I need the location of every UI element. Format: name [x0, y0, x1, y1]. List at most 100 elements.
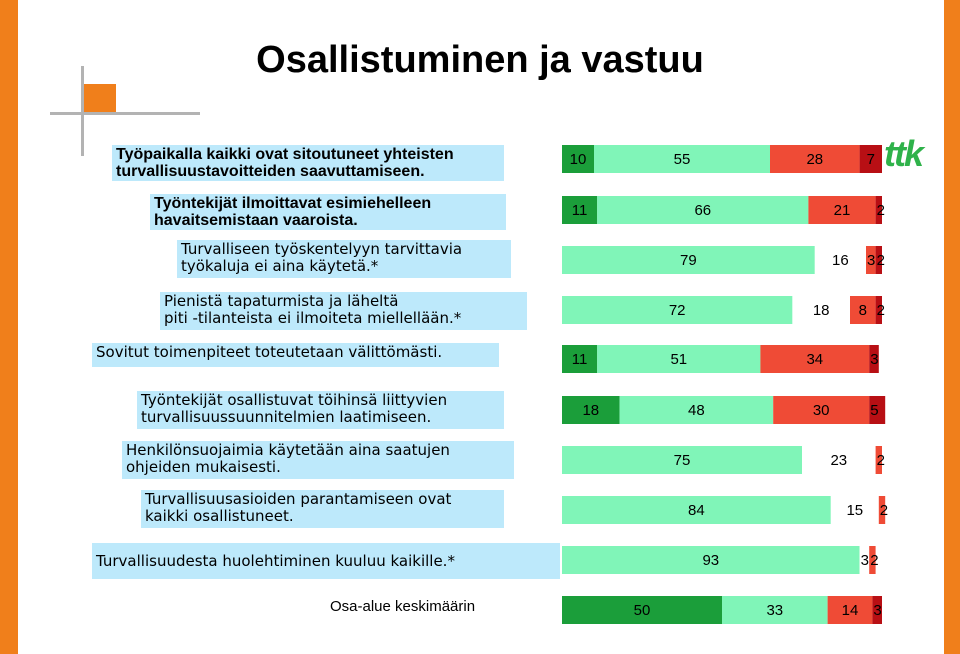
- category-label-7: Henkilönsuojaimia käytetään aina saatuje…: [122, 441, 514, 479]
- bar-segment-10-1: [562, 596, 722, 624]
- data-label-5-1: 11: [572, 351, 588, 368]
- bar-segment-4-4: [875, 296, 882, 324]
- bar-segment-5-2: [597, 345, 761, 373]
- bar-segment-1-3: [770, 145, 860, 173]
- bar-segment-9-1: [562, 546, 860, 574]
- data-label-7-3: 2: [877, 452, 885, 469]
- bar-segment-3-1: [562, 246, 815, 274]
- category-label-average: Osa-alue keskimäärin: [330, 598, 476, 615]
- bar-segment-3-2: [814, 246, 866, 274]
- data-label-6-2: 48: [688, 402, 705, 419]
- bar-segment-7-1: [562, 446, 802, 474]
- data-label-7-2: 23: [830, 452, 847, 469]
- bar-segment-4-1: [562, 296, 793, 324]
- bar-segment-8-1: [562, 496, 831, 524]
- data-label-1-1: 10: [570, 151, 587, 168]
- bar-row-1: 10 55 28 7: [562, 145, 882, 173]
- category-label-6: Työntekijät osallistuvat töihinsä liitty…: [137, 391, 504, 429]
- bar-segment-1-1: [562, 145, 594, 173]
- category-label-2: Työntekijät ilmoittavat esimiehelleen ha…: [150, 194, 506, 230]
- data-label-4-1: 72: [669, 302, 686, 319]
- decorative-orange-square: [84, 84, 116, 114]
- data-label-6-4: 5: [870, 402, 878, 419]
- bar-segment-6-2: [619, 396, 774, 424]
- data-label-5-3: 34: [806, 351, 823, 368]
- bar-row-9: 93 3 2: [562, 546, 879, 574]
- bar-segment-9-3: [869, 546, 876, 574]
- bar-segment-5-3: [760, 345, 870, 373]
- data-label-8-3: 2: [880, 502, 888, 519]
- bar-row-6: 18 48 30 5: [562, 396, 886, 424]
- bar-segment-5-1: [562, 345, 598, 373]
- bar-segment-4-3: [850, 296, 876, 324]
- data-label-4-2: 18: [813, 302, 830, 319]
- bar-row-8: 84 15 2: [562, 496, 888, 524]
- ttk-logo: ttk: [884, 136, 924, 172]
- bar-row-5: 11 51 34 3: [562, 345, 879, 373]
- bar-row-2: 11 66 21 2: [562, 196, 885, 224]
- bar-segment-8-3: [878, 496, 886, 524]
- data-label-3-1: 79: [680, 252, 697, 269]
- category-label-8: Turvallisuusasioiden parantamiseen ovat …: [141, 490, 504, 528]
- category-label-4: Pienistä tapaturmista ja läheltä piti -t…: [160, 292, 527, 330]
- bar-segment-10-4: [872, 596, 882, 624]
- data-label-10-4: 3: [873, 602, 881, 619]
- bar-segment-6-4: [869, 396, 886, 424]
- bar-segment-2-4: [875, 196, 882, 224]
- left-accent-strip: [0, 0, 18, 654]
- data-label-10-1: 50: [634, 602, 651, 619]
- bar-segment-5-4: [869, 345, 879, 373]
- data-label-10-2: 33: [766, 602, 783, 619]
- bar-segment-4-2: [792, 296, 850, 324]
- bar-segment-9-2: [859, 546, 870, 574]
- bar-row-7: 75 23 2: [562, 446, 885, 474]
- bar-row-3: 79 16 3 2: [562, 246, 885, 274]
- data-label-1-3: 28: [806, 151, 823, 168]
- decorative-horizontal-line: [50, 112, 200, 115]
- bar-segment-6-1: [562, 396, 620, 424]
- data-label-4-3: 8: [859, 302, 867, 319]
- bar-segment-2-2: [597, 196, 809, 224]
- bar-segment-1-2: [594, 145, 770, 173]
- category-label-9: Turvallisuudesta huolehtiminen kuuluu ka…: [92, 543, 560, 579]
- data-label-6-1: 18: [582, 402, 599, 419]
- data-label-9-1: 93: [702, 552, 719, 569]
- bar-segment-7-2: [802, 446, 876, 474]
- data-label-5-4: 3: [870, 351, 878, 368]
- bar-segment-2-3: [808, 196, 876, 224]
- data-label-2-4: 2: [877, 202, 885, 219]
- category-label-1: Työpaikalla kaikki ovat sitoutuneet yhte…: [112, 145, 504, 181]
- data-label-4-4: 2: [877, 302, 885, 319]
- bar-segment-1-4: [859, 145, 882, 173]
- right-accent-strip: [944, 0, 960, 654]
- page-title: Osallistuminen ja vastuu: [256, 39, 704, 81]
- category-label-3: Turvalliseen työskentelyyn tarvittavia t…: [177, 240, 511, 278]
- data-label-2-1: 11: [572, 202, 588, 219]
- bar-segment-10-3: [827, 596, 873, 624]
- bar-row-10: 50 33 14 3: [562, 596, 882, 624]
- data-label-2-2: 66: [694, 202, 711, 219]
- data-label-2-3: 21: [834, 202, 851, 219]
- bar-segment-2-1: [562, 196, 598, 224]
- bar-segment-3-3: [866, 246, 876, 274]
- data-label-3-2: 16: [832, 252, 849, 269]
- data-label-8-2: 15: [846, 502, 863, 519]
- bar-segment-3-4: [875, 246, 882, 274]
- data-label-1-4: 7: [867, 151, 875, 168]
- data-label-6-3: 30: [813, 402, 830, 419]
- data-label-3-4: 2: [877, 252, 885, 269]
- bar-segment-8-2: [830, 496, 879, 524]
- data-label-1-2: 55: [674, 151, 691, 168]
- data-label-9-3: 2: [870, 552, 878, 569]
- data-label-9-2: 3: [861, 552, 869, 569]
- data-label-3-3: 3: [867, 252, 875, 269]
- data-label-7-1: 75: [674, 452, 691, 469]
- bar-segment-7-3: [875, 446, 882, 474]
- bar-segment-10-2: [722, 596, 828, 624]
- data-label-8-1: 84: [688, 502, 705, 519]
- bar-row-4: 72 18 8 2: [562, 296, 885, 324]
- data-label-10-3: 14: [842, 602, 859, 619]
- bar-segment-6-3: [773, 396, 870, 424]
- data-label-5-2: 51: [670, 351, 687, 368]
